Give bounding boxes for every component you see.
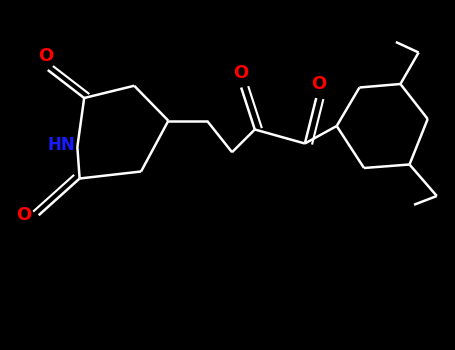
Text: O: O (311, 75, 326, 93)
Text: O: O (233, 64, 249, 82)
Text: O: O (16, 206, 32, 224)
Text: O: O (38, 47, 53, 65)
Text: HN: HN (47, 136, 75, 154)
